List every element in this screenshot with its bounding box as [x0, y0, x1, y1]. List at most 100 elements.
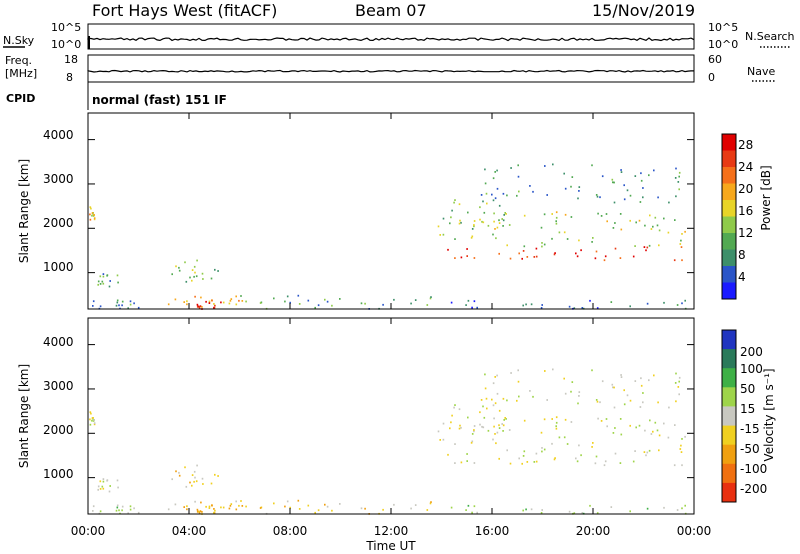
- power-cell-11: [589, 299, 591, 302]
- power-cell-7: [554, 252, 556, 254]
- velocity-cell-7: [554, 457, 556, 459]
- velocity-cell-10: [678, 393, 680, 396]
- power-cell-8: [551, 237, 553, 240]
- velocity-cell-8: [555, 421, 558, 424]
- velocity-cell-10: [492, 404, 495, 407]
- velocity-cell-10: [518, 395, 520, 398]
- velocity-cell-7: [522, 455, 525, 457]
- velocity-cell-9: [503, 419, 505, 421]
- velocity-cell-2: [116, 506, 119, 509]
- power-cell-10: [678, 175, 680, 178]
- power-colorbar-swatch: [722, 134, 736, 151]
- power-cell-8: [540, 226, 543, 229]
- power-cell-8: [508, 224, 511, 226]
- power-cell-8: [555, 216, 558, 219]
- power-cell-7: [594, 257, 597, 260]
- velocity-cell-8: [656, 429, 659, 432]
- power-cell-5: [198, 306, 201, 309]
- velocity-cell-8: [663, 422, 665, 425]
- power-cell-8: [658, 229, 661, 232]
- power-cell-1: [102, 275, 105, 278]
- velocity-cell-8: [555, 425, 557, 428]
- velocity-cell-10: [492, 382, 495, 385]
- power-cell-4: [186, 300, 188, 303]
- power-cell-9: [479, 206, 481, 209]
- power-cell-7: [498, 252, 500, 255]
- velocity-cell-3: [171, 478, 173, 481]
- velocity-cell-8: [454, 443, 456, 445]
- power-cell-3: [194, 271, 196, 274]
- power-cell-8: [523, 214, 526, 217]
- power-cell-9: [482, 221, 485, 224]
- velocity-cell-8: [508, 429, 511, 431]
- velocity-colorbar-swatch: [722, 330, 736, 350]
- power-cell-8: [555, 211, 558, 214]
- velocity-cell-9: [487, 429, 490, 432]
- power-cell-3: [196, 259, 198, 262]
- power-cell-11: [467, 299, 470, 302]
- freq-label: Freq.: [5, 54, 32, 67]
- velocity-colorbar-swatch: [722, 406, 736, 426]
- power-cell-8: [505, 213, 507, 215]
- power-cell-3: [178, 269, 181, 272]
- power-colorbar-swatch: [722, 249, 736, 267]
- power-cell-11: [471, 306, 473, 309]
- velocity-ylabel: Slant Range [km]: [17, 364, 31, 468]
- power-cell-6: [307, 299, 310, 302]
- velocity-cell-2: [115, 509, 118, 512]
- power-cbtick-16: 16: [738, 204, 753, 218]
- power-cell-2: [121, 304, 123, 307]
- power-cell-10: [578, 186, 581, 188]
- power-cell-8: [459, 219, 461, 222]
- velocity-cell-2: [133, 507, 135, 510]
- power-cell-7: [646, 246, 649, 249]
- velocity-cell-11: [676, 509, 679, 511]
- date-label: 15/Nov/2019: [592, 1, 695, 20]
- velocity-cell-4: [238, 504, 240, 507]
- velocity-cell-0: [93, 419, 95, 421]
- velocity-cell-10: [611, 383, 614, 386]
- power-cell-4: [241, 300, 244, 302]
- power-cell-8: [566, 238, 569, 240]
- velocity-cell-8: [629, 424, 631, 427]
- power-cell-8: [614, 222, 616, 224]
- power-cell-3: [201, 272, 204, 275]
- velocity-cell-5: [198, 511, 201, 514]
- velocity-cell-10: [563, 377, 565, 380]
- power-cell-4: [213, 303, 215, 305]
- velocity-cell-2: [121, 505, 124, 508]
- power-cell-10: [639, 201, 642, 203]
- velocity-cell-6: [364, 507, 366, 510]
- velocity-cell-10: [546, 399, 548, 401]
- velocity-cell-10: [517, 380, 520, 383]
- power-cell-8: [473, 225, 475, 228]
- power-cell-2: [116, 301, 119, 304]
- noise-right-tick-bottom: 10^0: [708, 38, 738, 51]
- velocity-cell-4: [201, 511, 203, 513]
- power-cell-3: [193, 275, 195, 278]
- velocity-cell-7: [576, 460, 579, 463]
- power-cell-8: [437, 225, 440, 228]
- velocity-cell-1: [101, 485, 104, 488]
- velocity-cell-9: [449, 427, 451, 430]
- velocity-cell-3: [189, 481, 191, 484]
- power-cell-8: [496, 226, 499, 229]
- velocity-cell-7: [673, 464, 676, 467]
- power-cell-11: [541, 304, 543, 306]
- velocity-cell-11: [581, 512, 584, 514]
- power-cell-8: [605, 213, 608, 215]
- power-cell-11: [573, 307, 576, 310]
- power-cell-10: [496, 169, 498, 172]
- velocity-cell-8: [679, 448, 682, 450]
- velocity-cell-11: [681, 507, 683, 510]
- velocity-cell-3: [175, 470, 177, 473]
- velocity-colorbar: [721, 329, 737, 503]
- power-colorbar-swatch: [722, 282, 736, 300]
- power-cell-10: [492, 177, 495, 180]
- power-cell-4: [186, 303, 188, 306]
- velocity-cell-6: [245, 505, 247, 508]
- velocity-cell-2: [92, 510, 94, 512]
- velocity-cell-10: [674, 382, 677, 384]
- velocity-cell-5: [199, 510, 202, 512]
- velocity-cell-3: [184, 466, 186, 469]
